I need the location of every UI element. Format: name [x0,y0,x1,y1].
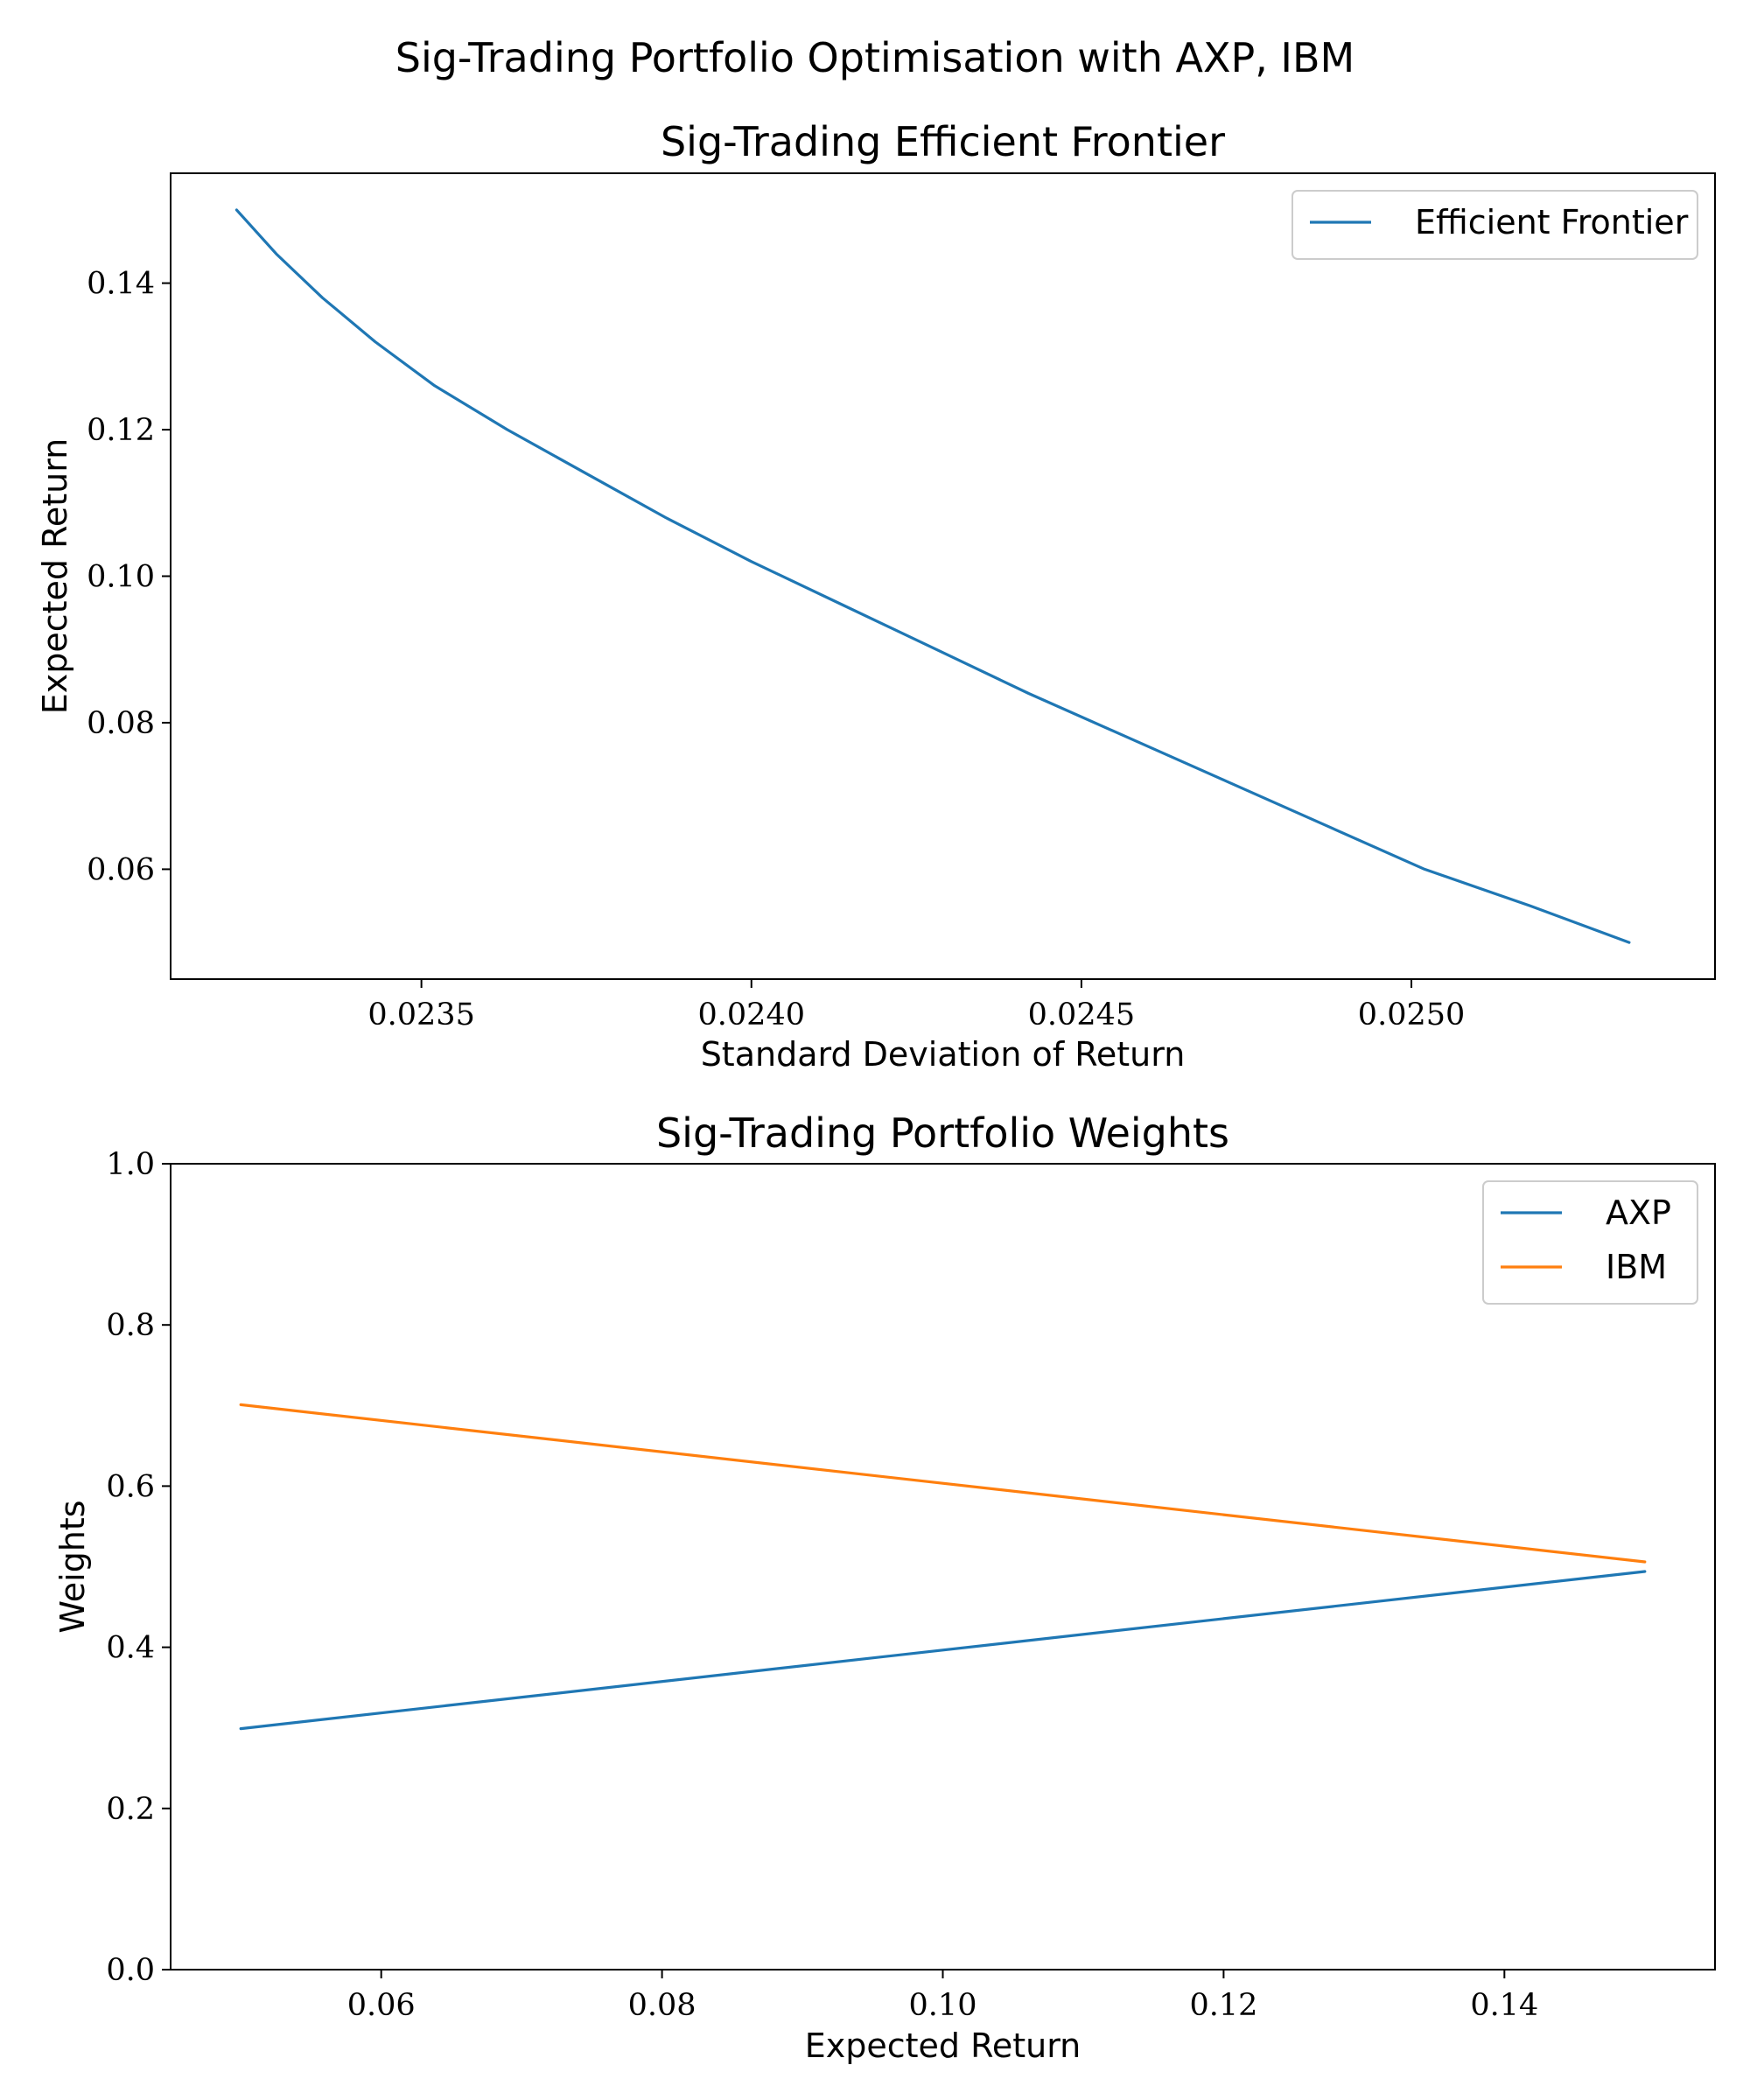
weights-title: Sig-Trading Portfolio Weights [656,1110,1229,1157]
weights-x-tick-label: 0.06 [347,1988,416,2023]
weights-x-axis-label: Expected Return [805,2026,1081,2065]
weights-legend-label: IBM [1606,1248,1667,1286]
efficient-frontier-chart: Sig-Trading Efficient Frontier 0.0235 0.02… [36,118,1716,1074]
frontier-x-tick-label: 0.0235 [368,998,474,1032]
frontier-y-tick-label: 0.10 [87,560,155,595]
frontier-x-axis-label: Standard Deviation of Return [701,1035,1186,1074]
frontier-x-tick-label: 0.0240 [698,998,805,1032]
frontier-y-tick-label: 0.14 [87,267,155,302]
weights-legend-label: AXP [1606,1194,1671,1232]
weights-y-tick-label: 0.4 [106,1631,155,1666]
weights-x-tick-label: 0.10 [909,1988,977,2023]
weights-y-tick-label: 0.8 [106,1308,155,1343]
frontier-legend-box [1292,190,1698,260]
weights-y-axis-label: Weights [53,1500,92,1633]
frontier-y-tick-label: 0.12 [87,413,155,448]
frontier-title: Sig-Trading Efficient Frontier [661,118,1225,165]
weights-x-tick-label: 0.14 [1470,1988,1538,2023]
frontier-y-tick-label: 0.08 [87,706,155,741]
frontier-series-line-efficient-frontier [234,208,1631,944]
weights-y-tick-label: 0.0 [106,1953,155,1988]
weights-series-line-axp [239,1570,1647,1731]
weights-y-tick-label: 1.0 [106,1147,155,1182]
weights-x-tick-label: 0.08 [628,1988,696,2023]
weights-y-tick-label: 0.2 [106,1792,155,1827]
weights-legend: AXP IBM [1482,1180,1698,1305]
figure-suptitle: Sig-Trading Portfolio Optimisation with … [396,34,1355,81]
frontier-y-tick-label: 0.06 [87,852,155,887]
weights-y-tick-label: 0.6 [106,1469,155,1504]
frontier-legend: Efficient Frontier [1292,190,1698,260]
frontier-axes-frame [170,172,1716,980]
frontier-legend-label: Efficient Frontier [1415,203,1689,242]
frontier-y-axis-label: Expected Return [36,438,74,714]
weights-series-line-ibm [239,1403,1647,1564]
weights-x-tick-label: 0.12 [1189,1988,1257,2023]
frontier-x-tick-label: 0.0245 [1028,998,1135,1032]
portfolio-weights-chart: Sig-Trading Portfolio Weights 0.06 0.08 0.1… [53,1110,1716,2065]
frontier-x-tick-label: 0.0250 [1358,998,1465,1032]
